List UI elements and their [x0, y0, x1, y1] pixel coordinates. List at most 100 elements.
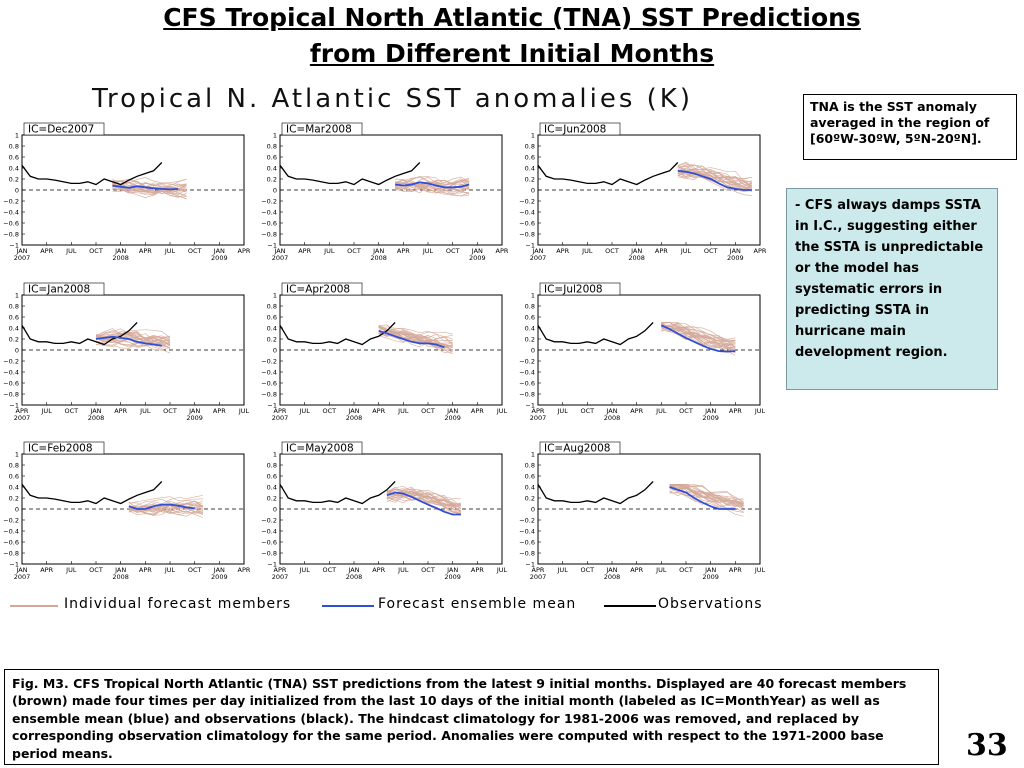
chart-panel: IC=Jul2008 1 0.8 0.6 0.4 0.2 0 −0.2 −0.4 −0.6 −0.8…: [519, 282, 766, 422]
forecast-member-line: [669, 486, 744, 503]
y-tick-label: −1: [525, 242, 535, 250]
y-tick-label: 0.6: [9, 154, 19, 162]
panel-title: IC=May2008: [286, 443, 354, 455]
x-year-label: 2008: [346, 414, 363, 422]
y-tick-label: −1: [267, 561, 277, 569]
y-tick-label: 0.8: [9, 303, 19, 311]
tna-definition-box: TNA is the SST anomaly averaged in the r…: [803, 94, 1017, 160]
observation-line: [279, 322, 396, 346]
y-tick-label: −1: [267, 242, 277, 250]
x-tick-label: JAN: [188, 407, 200, 415]
y-tick-label: 0.6: [9, 473, 19, 481]
y-tick-label: 0.2: [267, 336, 277, 344]
plot-frame: [21, 294, 245, 406]
x-tick-label: OCT: [679, 407, 693, 415]
y-tick-label: 0.2: [9, 336, 19, 344]
x-tick-label: APR: [471, 566, 484, 574]
y-tick-label: 0.4: [267, 325, 277, 333]
y-tick-label: −1: [9, 561, 19, 569]
x-tick-label: JUL: [655, 566, 667, 574]
forecast-member-line: [378, 330, 453, 349]
y-tick-label: −0.2: [261, 198, 277, 206]
x-tick-label: JAN: [704, 566, 716, 574]
y-tick-label: −0.8: [519, 391, 535, 399]
chart-panel: IC=Jun2008 1 0.8 0.6 0.4 0.2 0 −0.2 −0.4 −0.6 −0.8…: [519, 122, 767, 262]
x-tick-label: OCT: [188, 247, 202, 255]
slide-title: CFS Tropical North Atlantic (TNA) SST Pr…: [0, 0, 1024, 72]
legend-obs-label: Observations: [658, 596, 763, 612]
y-tick-label: 0.6: [525, 473, 535, 481]
x-year-label: 2009: [211, 254, 228, 262]
forecast-member-line: [669, 483, 744, 502]
x-tick-label: JAN: [89, 407, 101, 415]
x-year-label: 2007: [530, 414, 547, 422]
x-tick-label: APR: [630, 566, 643, 574]
plot-frame: [279, 453, 503, 565]
y-tick-label: 1: [15, 132, 19, 140]
x-year-label: 2007: [530, 573, 547, 581]
panel-title: IC=Jul2008: [544, 284, 603, 296]
x-tick-label: APR: [556, 247, 569, 255]
x-tick-label: APR: [40, 247, 53, 255]
chart-panel: IC=Dec2007 1 0.8 0.6 0.4 0.2 0 −0.2 −0.4 −0.6 −0.8…: [3, 122, 251, 262]
x-tick-label: OCT: [581, 566, 595, 574]
y-tick-label: −0.6: [261, 220, 277, 228]
x-year-label: 2008: [604, 573, 621, 581]
ensemble-mean-line: [677, 169, 752, 191]
y-tick-label: −0.4: [519, 528, 535, 536]
x-tick-label: JAN: [630, 247, 642, 255]
x-year-label: 2009: [469, 254, 486, 262]
x-tick-label: APR: [114, 407, 127, 415]
y-tick-label: 0.8: [9, 462, 19, 470]
x-tick-label: JUL: [557, 566, 569, 574]
y-tick-label: −0.2: [519, 358, 535, 366]
x-tick-label: OCT: [446, 247, 460, 255]
y-tick-label: −0.6: [3, 539, 19, 547]
x-year-label: 2008: [112, 254, 129, 262]
forecast-member-line: [95, 331, 171, 342]
chart-panel: IC=Feb2008 1 0.8 0.6 0.4 0.2 0 −0.2 −0.4 −0.6 −0.8…: [3, 441, 251, 581]
x-tick-label: JAN: [372, 247, 384, 255]
y-tick-label: 0.8: [267, 143, 277, 151]
x-tick-label: JUL: [164, 566, 176, 574]
y-tick-label: −0.8: [519, 231, 535, 239]
x-year-label: 2007: [272, 414, 289, 422]
x-tick-label: JUL: [65, 566, 77, 574]
y-tick-label: −1: [9, 242, 19, 250]
forecast-member-line: [669, 485, 744, 506]
x-year-label: 2008: [346, 573, 363, 581]
forecast-member-line: [677, 170, 752, 189]
y-tick-label: 0: [15, 506, 19, 514]
panel-title: IC=Jun2008: [544, 124, 606, 136]
y-tick-label: −0.2: [519, 198, 535, 206]
forecast-member-line: [386, 496, 461, 507]
legend-members-swatch: [10, 605, 58, 607]
y-tick-label: 1: [531, 132, 535, 140]
x-tick-label: JAN: [213, 247, 225, 255]
y-tick-label: −0.6: [3, 380, 19, 388]
y-tick-label: −0.4: [3, 209, 19, 217]
x-tick-label: OCT: [65, 407, 79, 415]
panel-title: IC=Aug2008: [544, 443, 610, 455]
y-tick-label: 0.2: [525, 176, 535, 184]
figure-caption: Fig. M3. CFS Tropical North Atlantic (TN…: [4, 669, 939, 765]
x-tick-label: JAN: [531, 247, 543, 255]
y-tick-label: −0.4: [261, 209, 277, 217]
x-tick-label: JUL: [557, 407, 569, 415]
forecast-member-line: [669, 491, 744, 511]
forecast-member-line: [95, 332, 171, 354]
y-tick-label: −0.2: [3, 358, 19, 366]
x-tick-label: JUL: [422, 247, 434, 255]
x-tick-label: JUL: [65, 247, 77, 255]
x-tick-label: APR: [298, 247, 311, 255]
x-tick-label: APR: [372, 407, 385, 415]
y-tick-label: 0.6: [267, 473, 277, 481]
x-year-label: 2008: [112, 573, 129, 581]
x-tick-label: OCT: [679, 566, 693, 574]
forecast-member-line: [386, 491, 461, 514]
y-tick-label: −0.2: [3, 198, 19, 206]
y-tick-label: 0.8: [525, 143, 535, 151]
observation-line: [21, 481, 163, 505]
forecast-member-line: [95, 328, 171, 340]
x-tick-label: APR: [729, 566, 742, 574]
